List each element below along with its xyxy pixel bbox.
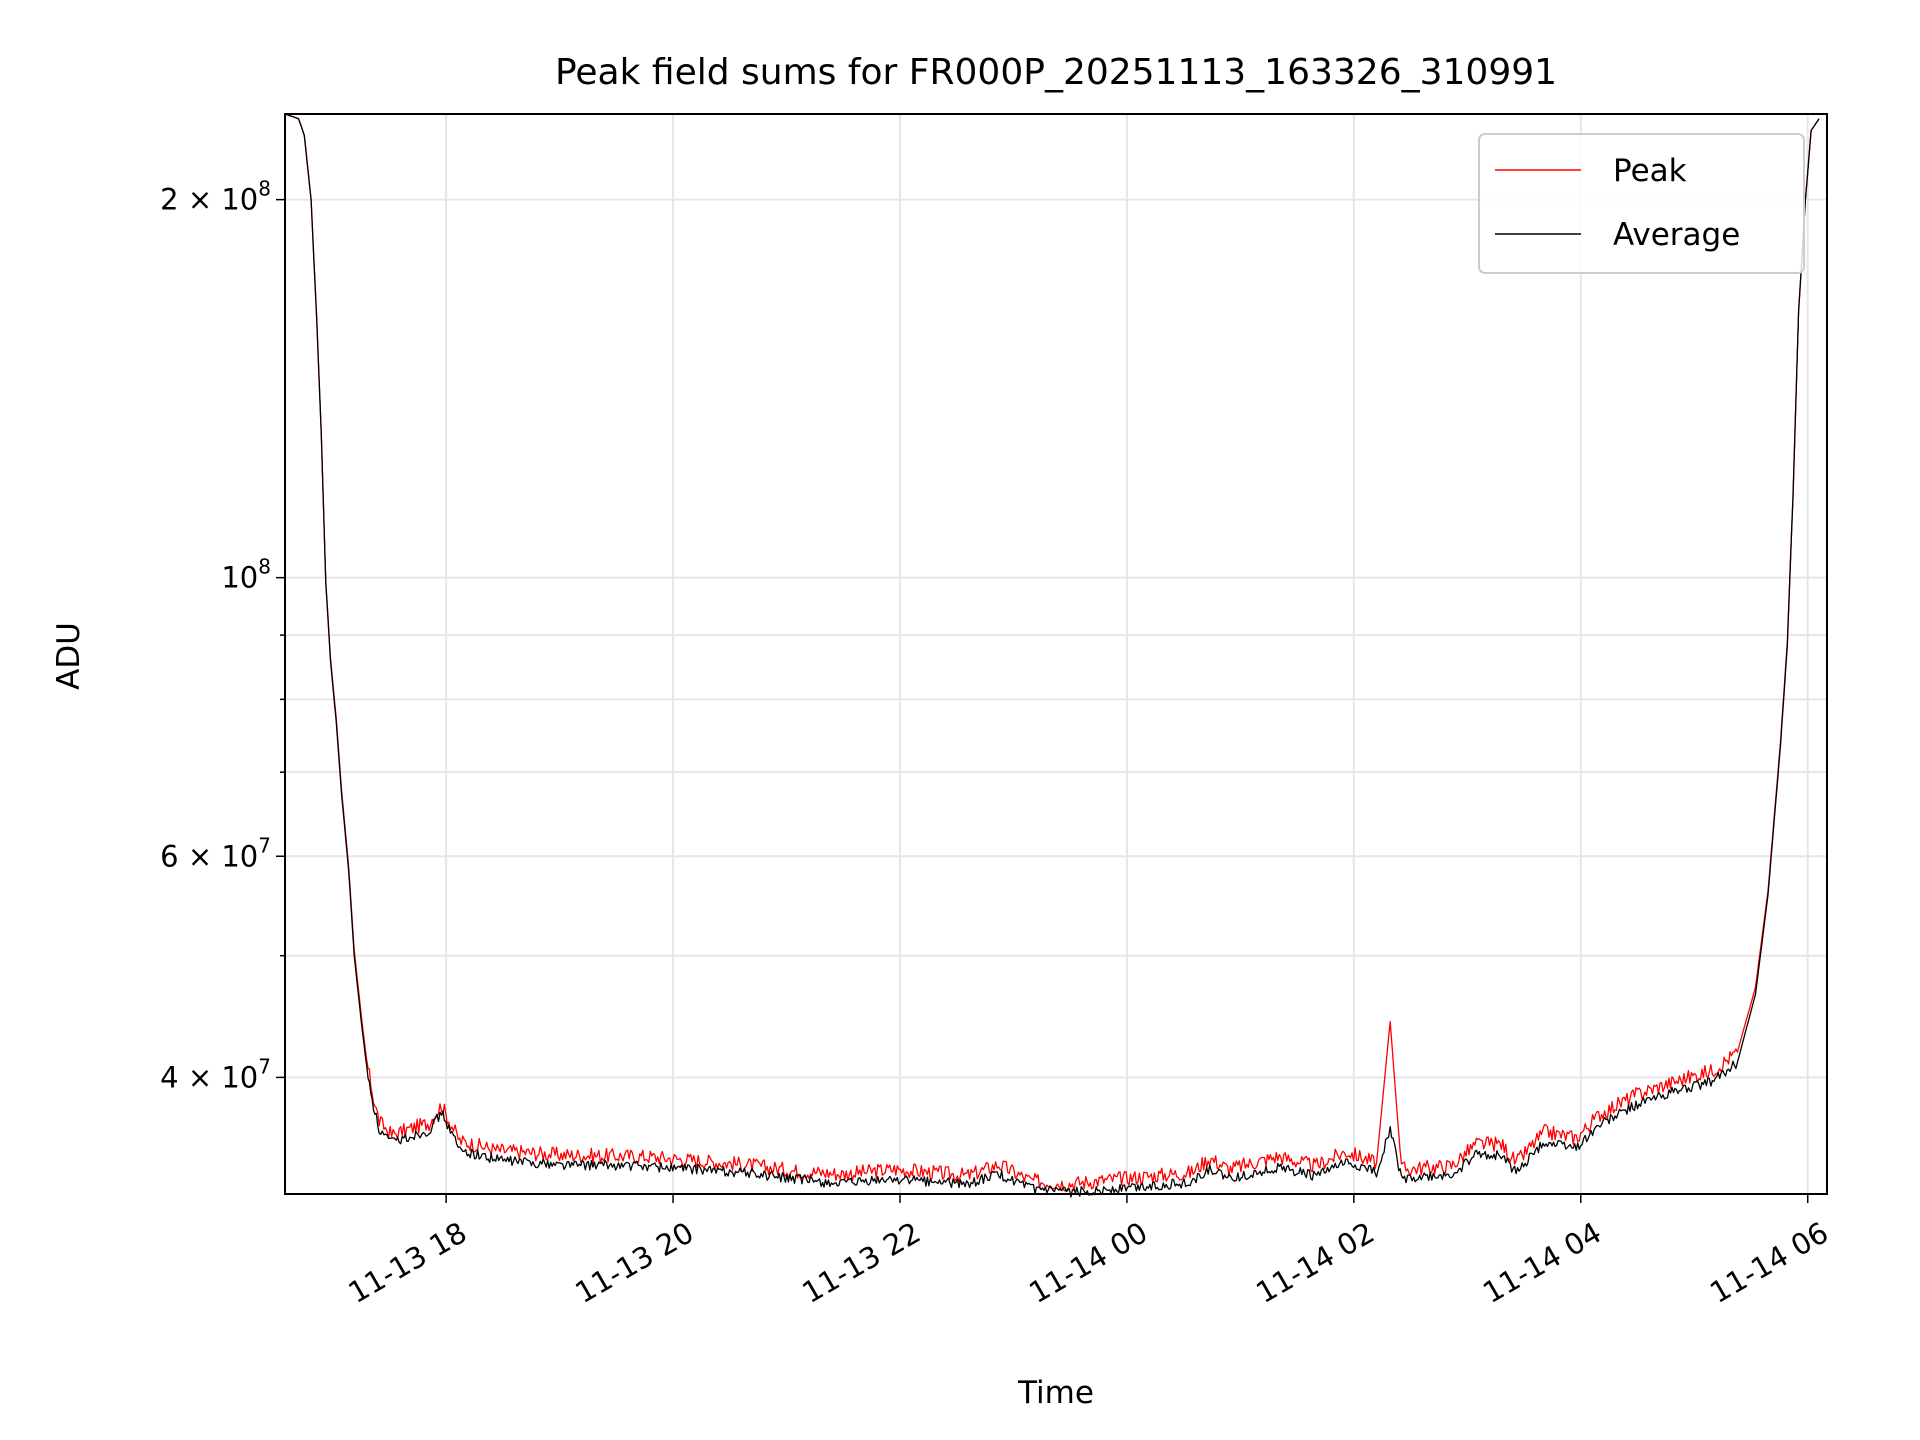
legend: Peak Average: [1478, 133, 1805, 274]
x-tick-label: 11-13 18: [342, 1215, 472, 1310]
y-tick-label: 6 × 107: [160, 833, 271, 873]
x-tick-label: 11-14 04: [1477, 1215, 1607, 1310]
y-tick-label: 2 × 108: [160, 177, 271, 217]
series-line-average: [284, 113, 1820, 1198]
y-tick-exponent: 8: [258, 177, 271, 201]
x-axis-label: Time: [1017, 1375, 1094, 1411]
plot-frame: [284, 113, 1828, 1195]
chart-title: Peak field sums for FR000P_20251113_1633…: [555, 52, 1557, 93]
series-line-peak: [284, 113, 1820, 1192]
x-tick-label: 11-13 22: [796, 1215, 926, 1310]
y-tick-exponent: 8: [258, 555, 271, 579]
x-tick-label: 11-14 00: [1023, 1215, 1153, 1310]
y-tick-mantissa: 10: [221, 561, 258, 595]
x-tick-label: 11-13 20: [569, 1215, 699, 1310]
y-tick-label: 4 × 107: [160, 1054, 271, 1094]
y-tick-mantissa: 4 × 10: [160, 1060, 258, 1094]
x-tick-label: 11-14 02: [1250, 1215, 1380, 1310]
y-tick-mantissa: 6 × 10: [160, 839, 258, 873]
grid: [285, 114, 1827, 1194]
x-tick-label: 11-14 06: [1704, 1215, 1834, 1310]
y-tick-exponent: 7: [258, 1054, 271, 1078]
y-tick-exponent: 7: [258, 833, 271, 857]
legend-label-average: Average: [1613, 217, 1740, 253]
plot-lines: [284, 113, 1820, 1198]
y-tick-mantissa: 2 × 10: [160, 183, 258, 217]
y-axis-label: ADU: [51, 622, 87, 690]
legend-box: [1478, 133, 1805, 274]
y-tick-label: 108: [221, 555, 271, 595]
x-axis: 11-13 18 11-13 20 11-13 22 11-14 00 11-14 02…: [342, 1194, 1834, 1310]
legend-label-peak: Peak: [1613, 153, 1687, 189]
